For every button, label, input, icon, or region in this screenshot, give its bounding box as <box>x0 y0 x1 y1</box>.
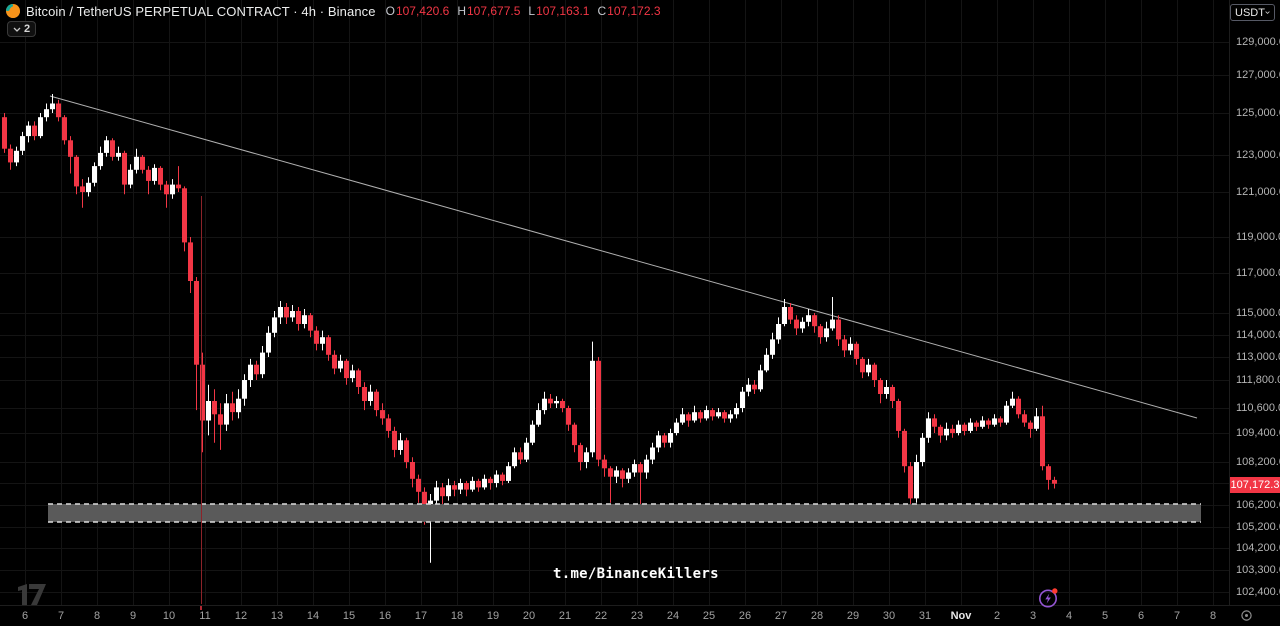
low-label: L <box>528 4 536 18</box>
price-axis-label: 127,000.0 <box>1236 69 1280 81</box>
time-axis-label: 8 <box>1209 610 1217 622</box>
time-axis-label: 6 <box>21 610 29 622</box>
price-axis-label: 129,000.0 <box>1236 36 1280 48</box>
time-axis-label: 6 <box>1137 610 1145 622</box>
time-axis-label: 29 <box>846 610 860 622</box>
time-axis-label: 16 <box>378 610 392 622</box>
time-axis-label: 9 <box>129 610 137 622</box>
time-axis-label: 19 <box>486 610 500 622</box>
time-axis-label: 17 <box>414 610 428 622</box>
time-axis-label: 25 <box>702 610 716 622</box>
time-axis-label: Nov <box>950 610 972 622</box>
time-axis-label: 26 <box>738 610 752 622</box>
time-axis-label: 5 <box>1101 610 1109 622</box>
time-axis-label: 15 <box>342 610 356 622</box>
candles[interactable] <box>2 94 1057 563</box>
close-label: C <box>597 4 607 18</box>
time-axis-label: 14 <box>306 610 320 622</box>
time-axis-label: 22 <box>594 610 608 622</box>
currency-label: USDT <box>1235 6 1265 19</box>
price-axis-label: 104,200.0 <box>1236 542 1280 554</box>
support-zone[interactable] <box>48 503 1201 523</box>
price-axis-label: 105,200.0 <box>1236 521 1280 533</box>
high-value: 107,677.5 <box>467 4 521 18</box>
event-time-tick <box>200 606 202 610</box>
indicators-collapse-button[interactable]: 2 <box>7 21 37 37</box>
time-axis-label: 30 <box>882 610 896 622</box>
close-value: 107,172.3 <box>607 4 661 18</box>
price-axis-label: 115,000.0 <box>1236 307 1280 319</box>
trendline[interactable] <box>49 95 1198 419</box>
notification-dot <box>1052 588 1058 594</box>
price-axis-label: 119,000.0 <box>1236 231 1280 243</box>
time-axis-label: 12 <box>234 610 248 622</box>
price-axis-label: 125,000.0 <box>1236 107 1280 119</box>
chevron-down-icon <box>13 27 21 32</box>
time-axis-label: 4 <box>1065 610 1073 622</box>
time-axis-label: 11 <box>199 610 211 622</box>
price-axis-label: 108,200.0 <box>1236 456 1280 468</box>
settings-gear-icon[interactable] <box>1240 609 1253 622</box>
time-axis-label: 13 <box>270 610 284 622</box>
time-axis-label: 8 <box>93 610 101 622</box>
time-axis-label: 7 <box>1173 610 1181 622</box>
candlestick-chart[interactable]: Bitcoin / TetherUS PERPETUAL CONTRACT · … <box>0 0 1229 608</box>
time-axis-label: 18 <box>450 610 464 622</box>
price-axis-label: 109,400.0 <box>1236 427 1280 439</box>
time-axis-label: 28 <box>810 610 824 622</box>
price-axis[interactable]: USDT 107,172.3 129,000.0 127,000.0 125,000… <box>1229 0 1280 605</box>
price-axis-label: 103,300.0 <box>1236 564 1280 576</box>
time-axis-label: 23 <box>630 610 644 622</box>
time-axis-label: 7 <box>57 610 65 622</box>
high-label: H <box>457 4 466 18</box>
currency-dropdown[interactable]: USDT <box>1230 4 1275 21</box>
price-axis-label: 123,000.0 <box>1236 149 1280 161</box>
time-axis-label: 27 <box>774 610 788 622</box>
time-axis-label: 31 <box>918 610 932 622</box>
symbol-title[interactable]: Bitcoin / TetherUS PERPETUAL CONTRACT · … <box>26 3 376 19</box>
time-axis-label: 10 <box>162 610 176 622</box>
chart-legend: Bitcoin / TetherUS PERPETUAL CONTRACT · … <box>6 3 669 19</box>
chart-canvas[interactable] <box>0 0 1229 605</box>
time-axis-label: 24 <box>666 610 680 622</box>
flash-icon[interactable] <box>1036 586 1060 610</box>
time-axis-label: 2 <box>993 610 1001 622</box>
price-axis-label: 114,000.0 <box>1236 329 1280 341</box>
indicator-count: 2 <box>24 23 31 35</box>
last-price-badge: 107,172.3 <box>1230 477 1280 493</box>
ohlc-values: O 107,420.6 H 107,677.5 L 107,163.1 C 10… <box>386 4 669 18</box>
price-axis-label: 106,200.0 <box>1236 499 1280 511</box>
price-axis-label: 121,000.0 <box>1236 186 1280 198</box>
watermark-text: t.me/BinanceKillers <box>553 566 719 582</box>
chevron-down-icon <box>1265 11 1270 14</box>
low-value: 107,163.1 <box>536 4 590 18</box>
price-axis-label: 111,800.0 <box>1236 374 1280 386</box>
price-axis-label: 110,600.0 <box>1236 402 1280 414</box>
time-axis-label: 20 <box>522 610 536 622</box>
tradingview-logo[interactable] <box>15 584 49 605</box>
price-axis-label: 102,400.0 <box>1236 586 1280 598</box>
price-axis-label: 117,000.0 <box>1236 267 1280 279</box>
time-axis[interactable]: 6 7 8 9 10 11 12 13 14 15 16 17 18 19 20 21 22 23 24 25 26 27… <box>0 605 1280 626</box>
open-label: O <box>385 4 395 18</box>
symbol-logo-icon <box>6 4 20 18</box>
time-axis-label: 3 <box>1029 610 1037 622</box>
time-axis-label: 21 <box>558 610 572 622</box>
open-value: 107,420.6 <box>395 4 450 18</box>
price-axis-label: 113,000.0 <box>1236 351 1280 363</box>
